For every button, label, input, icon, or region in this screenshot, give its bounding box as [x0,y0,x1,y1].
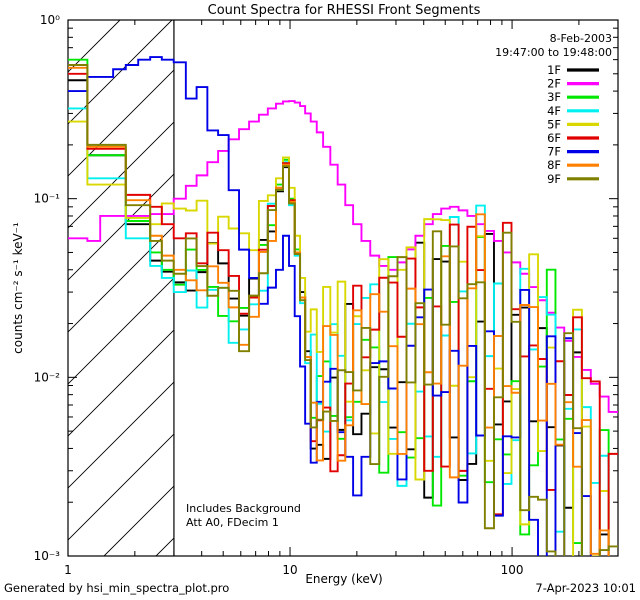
y-tick-labels: 10⁰ 10⁻¹ 10⁻² 10⁻³ [34,13,61,563]
footer-generated-by: Generated by hsi_min_spectra_plot.pro [4,581,229,595]
legend-label-6F: 6F [547,131,561,145]
footer-timestamp: 7-Apr-2023 10:01 [535,581,636,595]
legend-label-8F: 8F [547,158,561,172]
spectra-curves [68,56,618,556]
legend-label-7F: 7F [547,145,561,159]
axis-ticks [67,19,619,557]
x-tick-labels: 1 10 100 [64,563,523,577]
observation-time-range: 19:47:00 to 19:48:00 [495,46,612,59]
legend-label-9F: 9F [547,172,561,186]
legend-label-4F: 4F [547,104,561,118]
spectrum-line-9F [68,64,618,556]
legend-label-1F: 1F [547,63,561,77]
x-tick-label: 100 [501,563,524,577]
x-tick-label: 1 [64,563,72,577]
spectrum-line-7F [68,56,592,556]
note-includes-background: Includes Background [186,502,301,515]
note-attenuator-state: Att A0, FDecim 1 [186,516,279,529]
y-tick-label: 10⁰ [40,13,60,27]
y-tick-label: 10⁻² [34,370,61,384]
page-title: Count Spectra for RHESSI Front Segments [208,3,481,18]
legend-label-5F: 5F [547,117,561,131]
observation-date: 8-Feb-2003 [550,32,612,45]
x-axis-label: Energy (keV) [305,572,382,586]
y-tick-label: 10⁻³ [34,549,61,563]
legend-label-2F: 2F [547,77,561,91]
y-axis-label: counts cm⁻² s⁻¹ keV⁻¹ [11,222,25,354]
x-tick-label: 10 [282,563,297,577]
legend-label-3F: 3F [547,90,561,104]
plot-frame [67,19,619,557]
y-tick-label: 10⁻¹ [34,192,61,206]
